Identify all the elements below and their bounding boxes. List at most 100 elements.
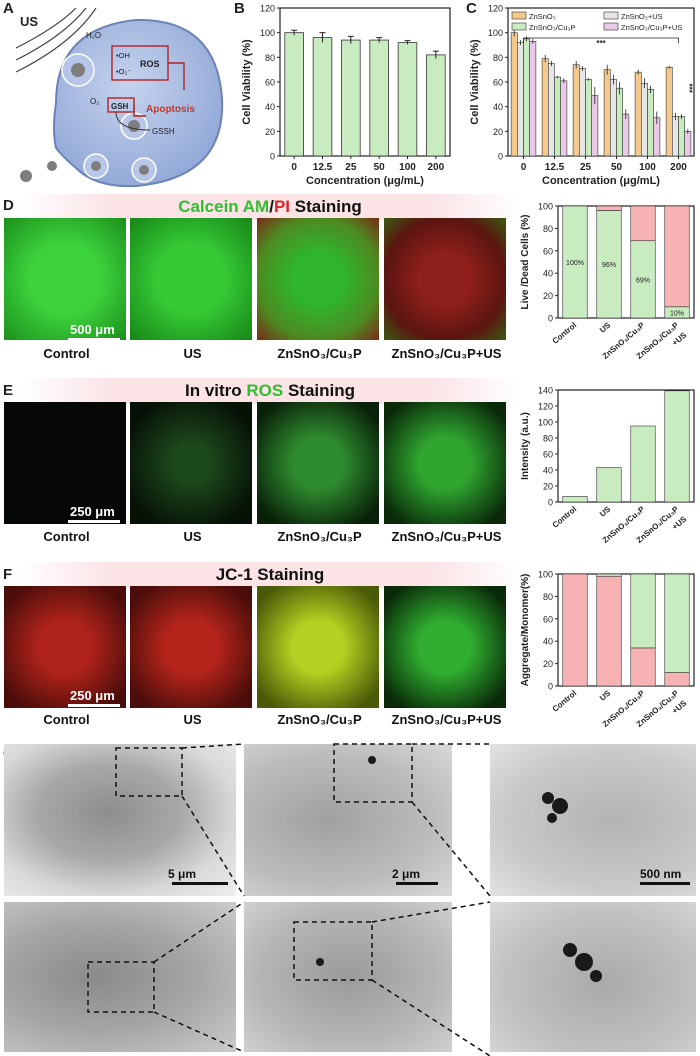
c-xtick-label-3: 50 [611, 162, 623, 173]
c-xtick-label-5: 200 [670, 162, 687, 173]
c-ytick-label-1: 20 [493, 127, 503, 137]
panel-label-a: A [3, 0, 14, 17]
zoom-line-bottom-1b [153, 1011, 245, 1053]
e-ytick-label-1: 20 [543, 482, 553, 492]
e-ytick-label-2: 40 [543, 466, 553, 476]
c-bar-0-5 [665, 66, 673, 157]
o2-label: O₂ [90, 97, 99, 106]
zoom-line-top-2b [411, 801, 491, 897]
c-bar-1-0 [516, 42, 524, 157]
c-legend-swatch-1 [603, 11, 619, 20]
f-bar-0-1 [596, 575, 622, 687]
b-ytick-label-1: 20 [265, 127, 275, 137]
e-ytick-label-5: 100 [538, 418, 553, 428]
c-bar-2-3 [616, 87, 623, 157]
banner-f: JC-1 Staining [20, 562, 520, 588]
e-ytick-label-0: 0 [548, 498, 553, 508]
c-ytick-label-0: 0 [498, 152, 503, 162]
b-bar-1 [312, 37, 333, 157]
panel-label-c: C [466, 0, 477, 17]
us-wave-2 [16, 8, 87, 61]
c-bar-2-0 [523, 38, 530, 157]
c-bar-1-4 [641, 82, 648, 157]
h2o-label: H₂O [86, 31, 101, 40]
d-xtick-label-0: Control [551, 321, 579, 346]
f-ytick-label-0: 0 [548, 682, 553, 692]
gsh-label: GSH [111, 102, 129, 111]
c-bar-2-4 [647, 89, 654, 157]
zoom-box-bottom-2 [293, 921, 373, 981]
nanoparticle-outside-2 [47, 161, 57, 171]
nanoparticle-outside-1 [20, 170, 32, 182]
micrograph-e-us [130, 402, 252, 524]
b-xtick-label-4: 100 [399, 162, 416, 173]
label-e-control: Control [43, 529, 90, 544]
label-f-zcus: ZnSnO₃/Cu₃P+US [391, 712, 502, 727]
b-ytick-label-3: 60 [265, 78, 275, 88]
b-ytick-label-2: 40 [265, 102, 275, 112]
scalebar-f [68, 704, 120, 707]
c-bar-0-4 [634, 71, 642, 157]
b-ytick-label-0: 0 [270, 152, 275, 162]
c-bar-3-5 [684, 131, 692, 157]
e-ytick-label-7: 140 [538, 386, 553, 396]
f-bar-0-2 [630, 647, 656, 687]
c-bar-1-2 [579, 68, 586, 157]
zoom-line-bottom-1a [153, 901, 245, 963]
banner-e-title: In vitro ROS Staining [184, 381, 356, 400]
zoom-box-top-1 [115, 747, 183, 797]
d-bar-0-0 [562, 205, 588, 319]
micrograph-d-zc [257, 218, 379, 340]
f-bar-1-1 [596, 573, 622, 577]
f-ytick-label-5: 100 [538, 570, 553, 580]
scalebar-f-label: 250 μm [70, 688, 115, 703]
us-wave-3 [16, 8, 97, 73]
b-ylabel: Cell Viability (%) [241, 39, 253, 125]
micrograph-f-control [4, 586, 126, 708]
b-xtick-label-0: 0 [291, 162, 297, 173]
apoptosis-schematic: US H₂O •OH •O₂⁻ ROS O₂ GSH Apoptosis GSS… [16, 8, 224, 188]
c-ytick-label-5: 100 [488, 28, 503, 38]
micrograph-f-us [130, 586, 252, 708]
d-ytick-label-0: 0 [548, 314, 553, 324]
e-ytick-label-3: 60 [543, 450, 553, 460]
c-ytick-label-4: 80 [493, 53, 503, 63]
us-label: US [20, 14, 38, 29]
c-sig-annotation-2: *** [685, 83, 694, 93]
zoom-line-bottom-2b [371, 979, 491, 1056]
f-bar-1-3 [664, 573, 690, 673]
gssh-label: GSSH [152, 127, 175, 136]
tem-g-bottom-1 [4, 902, 236, 1052]
nanoparticle-1 [71, 63, 85, 77]
c-bar-0-3 [603, 69, 611, 157]
chart-b-cell-viability: 0 20 40 60 80 100 120 Cell Viability (%) 0 12.5 25… [241, 4, 451, 187]
tem-g-top-3 [490, 744, 696, 896]
nanoparticle-4 [139, 165, 149, 175]
scalebar-e-label: 250 μm [70, 504, 115, 519]
c-bar-3-3 [622, 113, 630, 157]
panel-label-f: F [3, 566, 13, 583]
chart-f-aggregate-monomer: 0 20 40 60 80 100 Aggregate/Monomer(%) Control U… [520, 570, 695, 729]
nanoparticle-2 [128, 120, 140, 132]
micrograph-d-control [4, 218, 126, 340]
cell-body [53, 18, 224, 188]
c-legend-swatch-0 [511, 11, 527, 20]
f-xtick-label-1: US [598, 688, 613, 702]
d-ytick-label-3: 60 [543, 246, 553, 256]
micrograph-d-zcus [384, 218, 506, 340]
label-d-zcus: ZnSnO₃/Cu₃P+US [391, 346, 502, 361]
scalebar-d-label: 500 μm [70, 322, 115, 337]
b-ytick-label-6: 120 [260, 4, 275, 14]
label-e-zcus: ZnSnO₃/Cu₃P+US [391, 529, 502, 544]
f-xtick-label-0: Control [551, 689, 579, 714]
b-xtick-label-1: 12.5 [313, 162, 333, 173]
f-bar-0-3 [664, 672, 690, 687]
c-xtick-label-4: 100 [639, 162, 656, 173]
c-bar-0-0 [510, 32, 518, 157]
banner-f-title: JC-1 Staining [215, 565, 325, 584]
c-bar-3-1 [560, 80, 568, 157]
c-legend-swatch-2 [511, 22, 527, 31]
b-plot-frame [279, 7, 451, 157]
c-bar-2-1 [554, 76, 561, 157]
us-wave-1 [16, 8, 77, 49]
